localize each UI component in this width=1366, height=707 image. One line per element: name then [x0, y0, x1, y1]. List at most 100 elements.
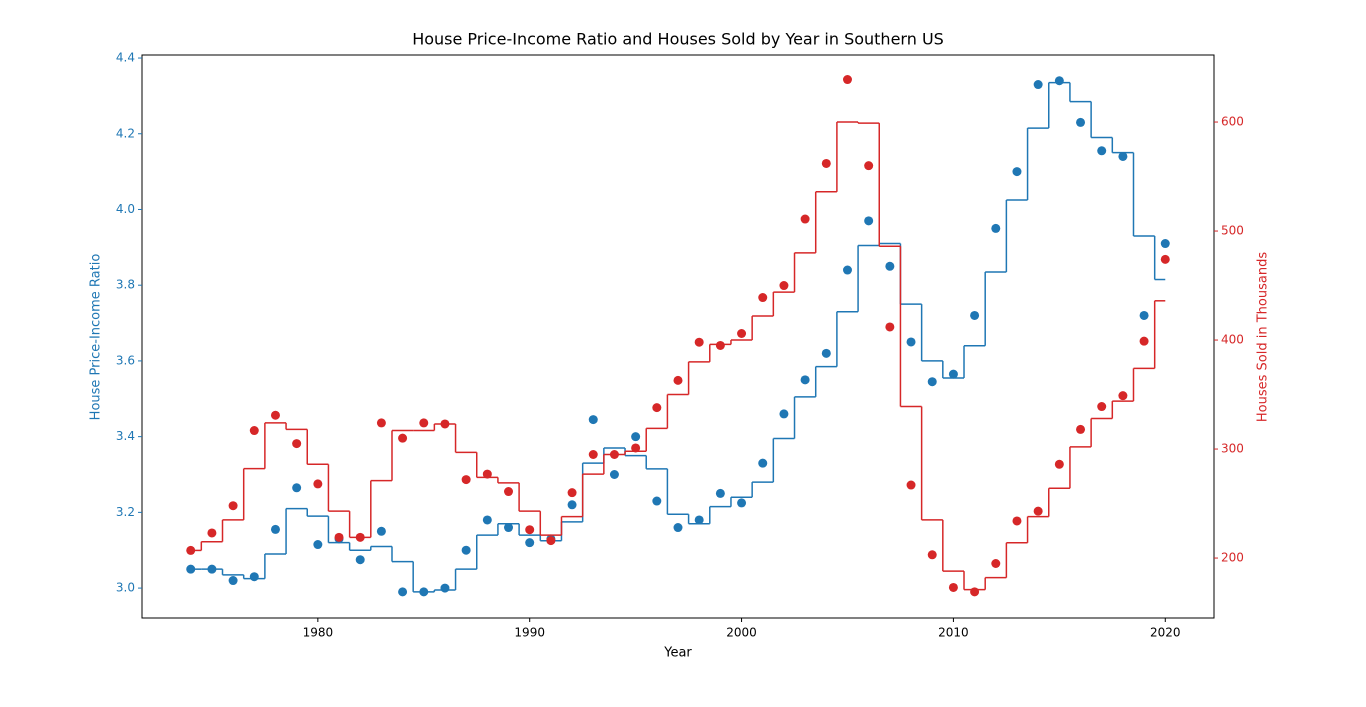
point	[609, 449, 619, 459]
y-tick-label: 4.4	[116, 51, 135, 65]
point	[292, 483, 302, 493]
point	[758, 458, 768, 468]
point	[355, 555, 365, 565]
point	[1118, 391, 1128, 401]
point	[927, 550, 937, 560]
point	[673, 375, 683, 385]
y-tick-label: 4.0	[116, 202, 135, 216]
x-tick-label: 1990	[514, 626, 545, 640]
point	[1012, 167, 1022, 177]
point	[673, 523, 683, 533]
point	[249, 426, 259, 436]
point	[779, 409, 789, 419]
point	[207, 564, 217, 574]
y2-tick-label: 600	[1221, 115, 1244, 129]
point	[567, 488, 577, 498]
point	[885, 322, 895, 332]
point	[461, 545, 471, 555]
point	[525, 538, 535, 548]
point	[842, 265, 852, 275]
point	[334, 532, 344, 542]
point	[970, 310, 980, 320]
point	[313, 479, 323, 489]
point	[270, 410, 280, 420]
point	[1097, 146, 1107, 156]
point	[525, 525, 535, 535]
point	[694, 515, 704, 525]
point	[419, 418, 429, 428]
point	[588, 449, 598, 459]
point	[737, 498, 747, 508]
x-tick-label: 2010	[938, 626, 969, 640]
point	[885, 261, 895, 271]
point	[991, 223, 1001, 233]
point	[292, 439, 302, 449]
point	[821, 158, 831, 168]
x-axis-label: Year	[663, 646, 692, 661]
point	[631, 432, 641, 442]
point	[1139, 310, 1149, 320]
point	[800, 375, 810, 385]
point	[1033, 80, 1043, 90]
point	[1160, 239, 1170, 249]
point	[567, 500, 577, 510]
point	[1097, 402, 1107, 412]
y-tick-label: 3.0	[116, 581, 135, 595]
point	[398, 587, 408, 597]
point	[504, 523, 514, 533]
plot-frame	[141, 54, 1215, 619]
x-tick-label: 2000	[726, 626, 757, 640]
point	[1054, 76, 1064, 86]
y2-tick-label: 500	[1221, 224, 1244, 238]
point	[1139, 336, 1149, 346]
point	[1054, 459, 1064, 469]
point	[906, 337, 916, 347]
point	[927, 377, 937, 387]
point	[652, 496, 662, 506]
point	[588, 415, 598, 425]
point	[1012, 516, 1022, 526]
point	[482, 515, 492, 525]
point	[948, 369, 958, 379]
point	[1076, 117, 1086, 127]
point	[398, 433, 408, 443]
y-tick-label: 3.6	[116, 353, 135, 367]
y2-tick-label: 400	[1221, 333, 1244, 347]
point	[821, 348, 831, 358]
point	[482, 469, 492, 479]
point	[715, 488, 725, 498]
point	[186, 564, 196, 574]
point	[376, 526, 386, 536]
point	[313, 540, 323, 550]
point	[948, 582, 958, 592]
point	[355, 532, 365, 542]
point	[737, 329, 747, 339]
point	[864, 161, 874, 171]
point	[249, 572, 259, 582]
x-tick-label: 1980	[303, 626, 334, 640]
point	[758, 293, 768, 303]
y-axis-label: House Price-Income Ratio	[89, 254, 104, 421]
x-tick-label: 2020	[1150, 626, 1181, 640]
y-tick-label: 4.2	[116, 126, 135, 140]
point	[694, 337, 704, 347]
point	[715, 340, 725, 350]
point	[440, 583, 450, 593]
point	[228, 501, 238, 511]
point	[970, 587, 980, 597]
point	[186, 545, 196, 555]
point	[440, 419, 450, 429]
y-tick-label: 3.2	[116, 505, 135, 519]
point	[842, 75, 852, 85]
y-tick-label: 3.4	[116, 429, 135, 443]
point	[779, 281, 789, 291]
point	[461, 475, 471, 485]
point	[864, 216, 874, 226]
point	[419, 587, 429, 597]
y2-tick-label: 200	[1221, 551, 1244, 565]
point	[504, 487, 514, 497]
y2-axis-label: Houses Sold in Thousands	[1256, 252, 1271, 422]
y2-tick-label: 300	[1221, 442, 1244, 456]
point	[800, 214, 810, 224]
point	[1118, 151, 1128, 161]
